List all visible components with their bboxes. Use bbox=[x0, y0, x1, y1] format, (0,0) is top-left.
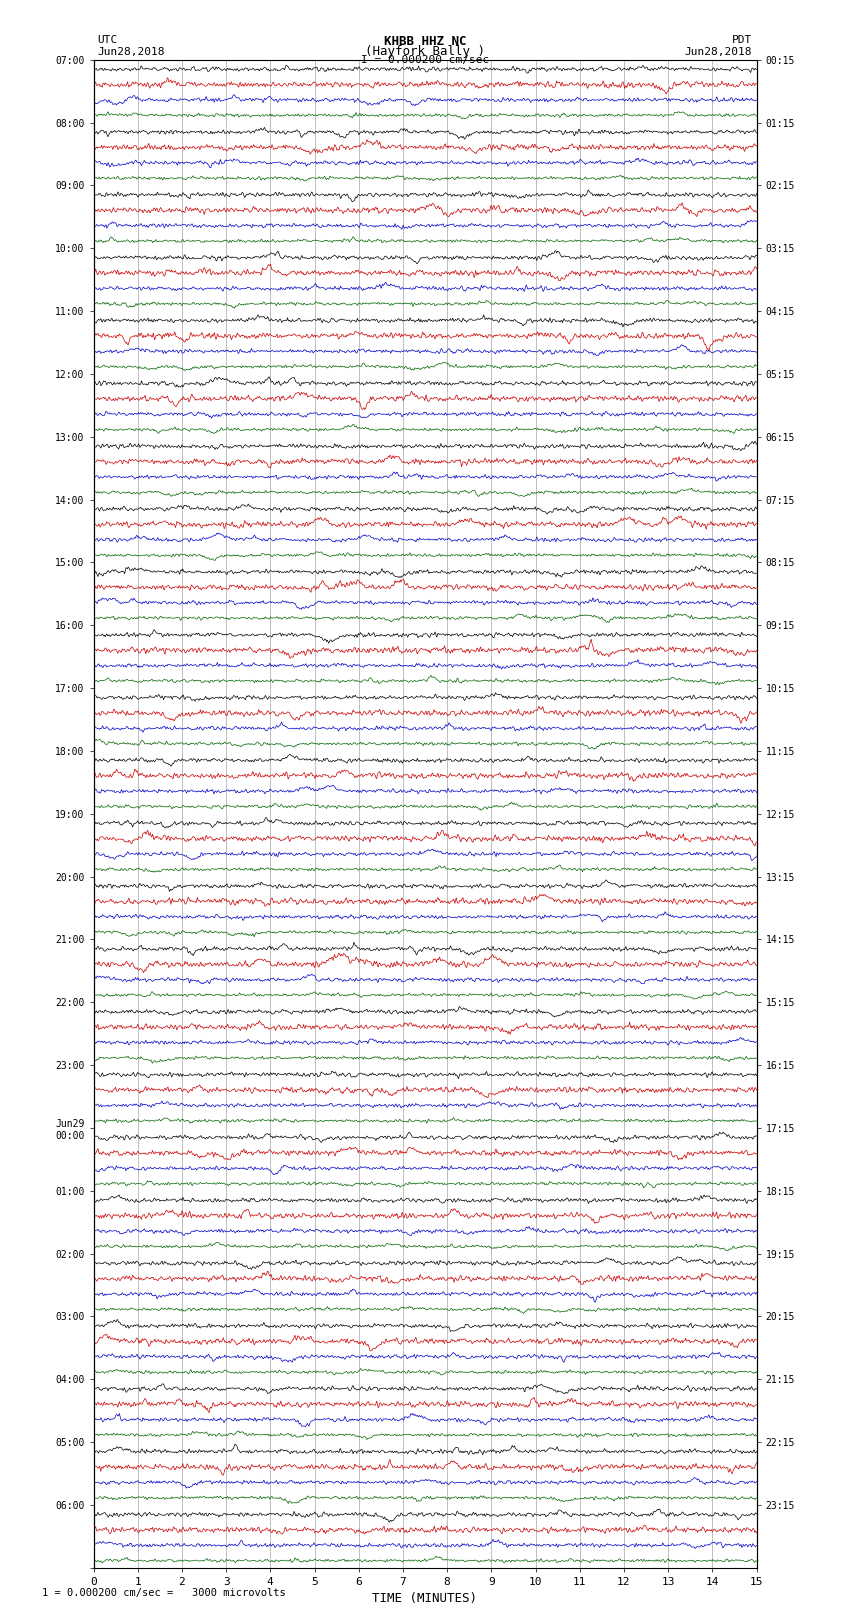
Text: (Hayfork Bally ): (Hayfork Bally ) bbox=[365, 45, 485, 58]
Text: Jun28,2018: Jun28,2018 bbox=[685, 47, 752, 56]
X-axis label: TIME (MINUTES): TIME (MINUTES) bbox=[372, 1592, 478, 1605]
Text: KHBB HHZ NC: KHBB HHZ NC bbox=[383, 35, 467, 48]
Text: UTC: UTC bbox=[98, 35, 118, 45]
Text: I = 0.000200 cm/sec: I = 0.000200 cm/sec bbox=[361, 55, 489, 65]
Text: 1 = 0.000200 cm/sec =   3000 microvolts: 1 = 0.000200 cm/sec = 3000 microvolts bbox=[42, 1589, 286, 1598]
Text: Jun28,2018: Jun28,2018 bbox=[98, 47, 165, 56]
Text: PDT: PDT bbox=[732, 35, 752, 45]
